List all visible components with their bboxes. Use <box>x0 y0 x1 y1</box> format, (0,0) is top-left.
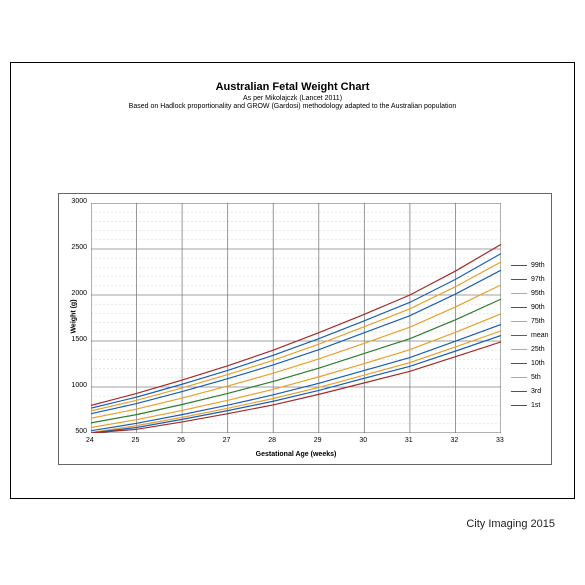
legend-swatch <box>511 293 527 294</box>
series-75th <box>91 285 501 418</box>
y-axis-label: Weight (g) <box>71 299 78 333</box>
x-axis-label: Gestational Age (weeks) <box>246 451 346 458</box>
legend-item: 95th <box>511 286 549 300</box>
y-tick-label: 500 <box>75 428 87 435</box>
legend-item: 97th <box>511 272 549 286</box>
legend-item: 5th <box>511 370 549 384</box>
legend-item: 25th <box>511 342 549 356</box>
legend-swatch <box>511 335 527 336</box>
legend-label: 5th <box>531 374 541 381</box>
legend-item: 99th <box>511 258 549 272</box>
x-tick-label: 32 <box>450 437 458 444</box>
legend-swatch <box>511 405 527 406</box>
legend-label: 90th <box>531 304 545 311</box>
legend-swatch <box>511 279 527 280</box>
legend-swatch <box>511 307 527 308</box>
legend: 99th 97th 95th 90th 75th mean 25th 10th 5th 3rd 1s… <box>511 258 549 412</box>
series-99th <box>91 244 501 405</box>
legend-label: 25th <box>531 346 545 353</box>
x-tick-label: 27 <box>223 437 231 444</box>
title-block: Australian Fetal Weight Chart As per Mik… <box>11 81 574 110</box>
x-tick-label: 31 <box>405 437 413 444</box>
x-tick-label: 28 <box>268 437 276 444</box>
image-frame: Australian Fetal Weight Chart As per Mik… <box>10 62 575 499</box>
legend-label: 75th <box>531 318 545 325</box>
chart-subtitle-2: Based on Hadlock proportionality and GRO… <box>11 103 574 110</box>
x-tick-label: 24 <box>86 437 94 444</box>
legend-item: mean <box>511 328 549 342</box>
series-25th <box>91 314 501 428</box>
y-tick-label: 3000 <box>71 198 87 205</box>
legend-swatch <box>511 391 527 392</box>
series-1st <box>91 342 501 433</box>
legend-label: 97th <box>531 276 545 283</box>
legend-label: mean <box>531 332 549 339</box>
legend-item: 90th <box>511 300 549 314</box>
y-tick-label: 1000 <box>71 382 87 389</box>
x-tick-label: 33 <box>496 437 504 444</box>
plot-area <box>91 203 501 433</box>
legend-label: 10th <box>531 360 545 367</box>
x-tick-label: 26 <box>177 437 185 444</box>
x-tick-label: 30 <box>359 437 367 444</box>
legend-swatch <box>511 377 527 378</box>
legend-label: 3rd <box>531 388 541 395</box>
legend-label: 95th <box>531 290 545 297</box>
y-tick-label: 2500 <box>71 244 87 251</box>
legend-item: 1st <box>511 398 549 412</box>
legend-label: 99th <box>531 262 545 269</box>
legend-label: 1st <box>531 402 540 409</box>
legend-item: 3rd <box>511 384 549 398</box>
chart-title: Australian Fetal Weight Chart <box>11 81 574 93</box>
x-tick-label: 25 <box>132 437 140 444</box>
y-tick-label: 2000 <box>71 290 87 297</box>
x-tick-label: 29 <box>314 437 322 444</box>
footer-credit: City Imaging 2015 <box>466 518 555 530</box>
series-mean <box>91 299 501 423</box>
legend-item: 75th <box>511 314 549 328</box>
chart-subtitle-1: As per Mikolajczk (Lancet 2011) <box>11 95 574 102</box>
legend-swatch <box>511 363 527 364</box>
y-tick-label: 1500 <box>71 336 87 343</box>
series-5th <box>91 331 501 433</box>
legend-swatch <box>511 265 527 266</box>
legend-swatch <box>511 321 527 322</box>
legend-swatch <box>511 349 527 350</box>
legend-item: 10th <box>511 356 549 370</box>
